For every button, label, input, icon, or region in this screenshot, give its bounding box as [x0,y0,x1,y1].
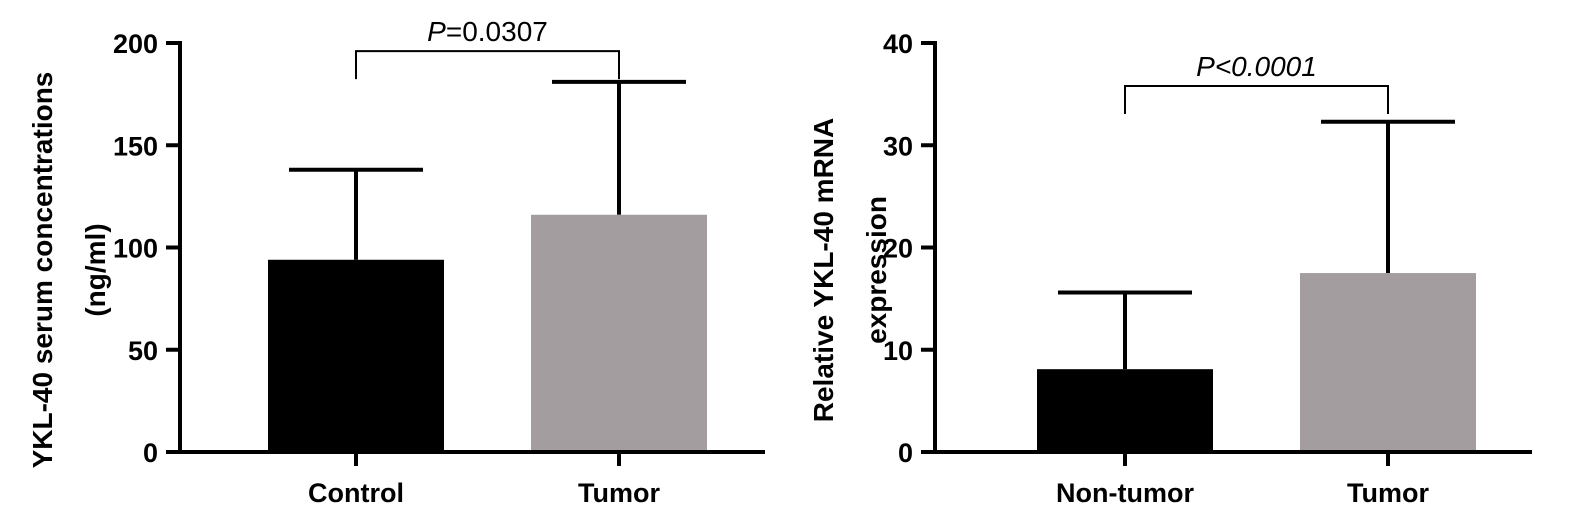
y-tick-label-3: 30 [883,131,913,161]
y-tick-label-1: 50 [128,336,158,366]
x-tick-label-1: Tumor [1347,478,1429,508]
bar-0 [1037,369,1213,452]
bar-0 [268,259,444,452]
y-tick-label-2: 100 [113,234,158,264]
significance-bracket [355,50,620,80]
significance-label: P=0.0307 [427,16,548,47]
y-axis-label-line2: expression [861,196,892,344]
significance-bracket [1124,84,1389,114]
y-tick-label-2: 20 [883,234,913,264]
bar-1 [531,214,707,452]
y-tick-label-3: 150 [113,131,158,161]
y-tick-label-0: 0 [898,438,913,468]
plot-area: Control Tumor 0 50 100 150 200 P=0.0307 [113,16,765,508]
bar-1 [1300,273,1476,452]
y-axis-label-line1: YKL-40 serum concentrations [27,72,58,469]
y-axis-label-line1: Relative YKL-40 mRNA [808,118,839,422]
x-tick-label-1: Tumor [578,478,660,508]
x-tick-label-0: Control [308,478,404,508]
x-tick-label-0: Non-tumor [1056,478,1194,508]
y-tick-label-1: 10 [883,336,913,366]
y-tick-label-4: 40 [883,29,913,59]
plot-area: Non-tumor Tumor 0 10 20 30 40 P<0.0001 [883,29,1532,508]
y-axis-label-line2: (ng/ml) [80,223,111,316]
chart-serum: YKL-40 serum concentrations (ng/ml) Cont… [27,16,765,508]
y-tick-label-4: 200 [113,29,158,59]
significance-label: P<0.0001 [1196,51,1317,82]
chart-mrna: Relative YKL-40 mRNA expression Non-tumo… [808,29,1532,508]
y-tick-label-0: 0 [143,438,158,468]
